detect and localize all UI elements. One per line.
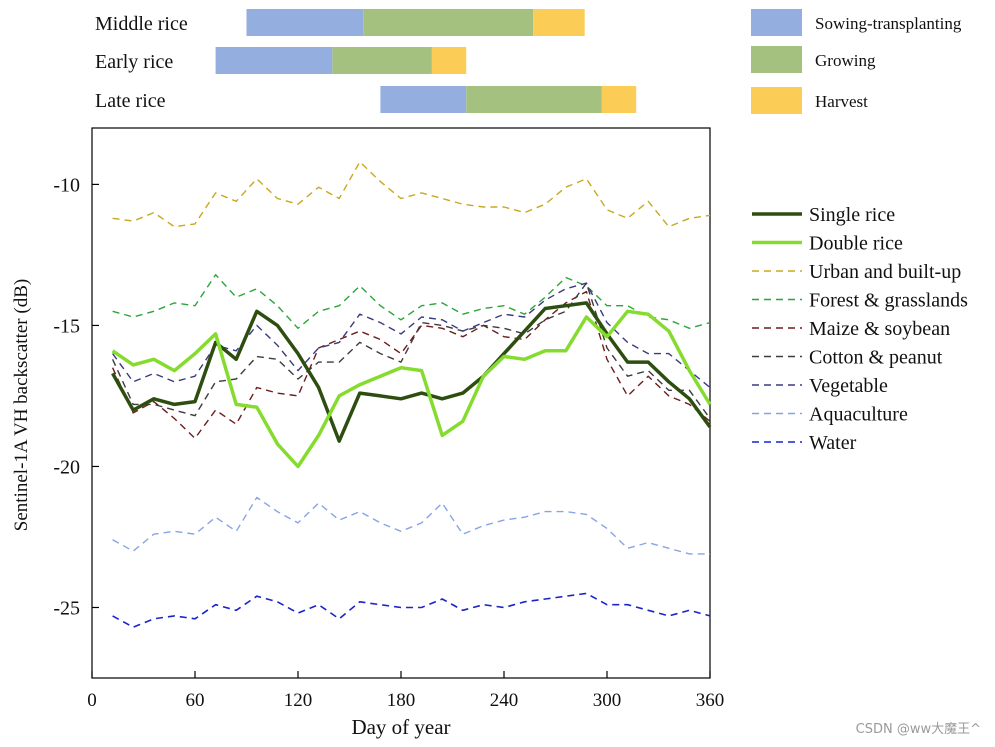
series-line-forest-grasslands [112,274,711,329]
legend-label: Maize & soybean [809,318,950,340]
series-line-cotton-peanut [111,282,711,419]
x-axis-ticks: 0 60 120 180 240 300 360 [87,671,724,711]
y-axis-ticks: -10 -15 -20 -25 [53,174,99,619]
legend-label: Vegetable [809,375,888,397]
y-tick-label: -25 [53,597,80,619]
phenology-bar-growing [466,86,602,113]
phenology-legend-swatch [751,9,802,36]
phenology-legend-label: Sowing-transplanting [815,14,962,33]
series-legend: Single rice Double rice Urban and built-up… [752,204,968,454]
phenology-bar-harvest [431,47,467,74]
x-tick-label: 300 [593,690,622,711]
phenology-bar-growing [363,9,534,36]
series-line-water [112,592,711,629]
legend-label: Double rice [809,233,903,255]
phenology-legend: Sowing-transplanting Growing Harvest [751,9,962,114]
x-tick-label: 60 [186,690,205,711]
y-tick-label: -20 [53,456,80,478]
x-tick-label: 360 [696,690,725,711]
series-line-double-rice [111,309,712,469]
series-line-urban-and-built-up [112,161,711,228]
y-tick-label: -10 [53,174,80,196]
watermark-text: CSDN @ww大魔王^ [855,722,981,737]
phenology-bar-harvest [533,9,585,36]
phenology-row-label: Early rice [95,51,173,73]
series-line-single-rice [111,301,712,443]
legend-label: Forest & grasslands [809,290,968,312]
phenology-row-label: Middle rice [95,13,188,35]
phenology-legend-label: Growing [815,51,876,70]
y-axis-label: Sentinel-1A VH backscatter (dB) [11,279,32,531]
legend-label: Single rice [809,204,895,226]
phenology-bar-growing [332,47,432,74]
phenology-timeline: Middle rice Early rice Late rice [95,9,637,113]
phenology-bar-sowing [380,86,467,113]
x-tick-label: 240 [490,690,519,711]
legend-label: Urban and built-up [809,261,961,283]
legend-label: Aquaculture [809,404,908,426]
phenology-bar-sowing [215,47,333,74]
series-line-aquaculture [112,496,710,555]
phenology-row-label: Late rice [95,90,166,112]
x-tick-label: 120 [284,690,313,711]
phenology-legend-label: Harvest [815,92,868,111]
y-tick-label: -15 [53,315,80,337]
x-axis-label: Day of year [351,715,450,739]
legend-label: Water [809,432,857,454]
phenology-legend-swatch [751,46,802,73]
series-lines [111,161,712,629]
phenology-bar-harvest [601,86,637,113]
series-line-vegetable [112,282,711,389]
legend-label: Cotton & peanut [809,347,943,369]
phenology-bar-sowing [246,9,364,36]
x-tick-label: 180 [387,690,416,711]
series-line-maize-soybean [111,290,711,439]
x-tick-label: 0 [87,690,97,711]
phenology-legend-swatch [751,87,802,114]
